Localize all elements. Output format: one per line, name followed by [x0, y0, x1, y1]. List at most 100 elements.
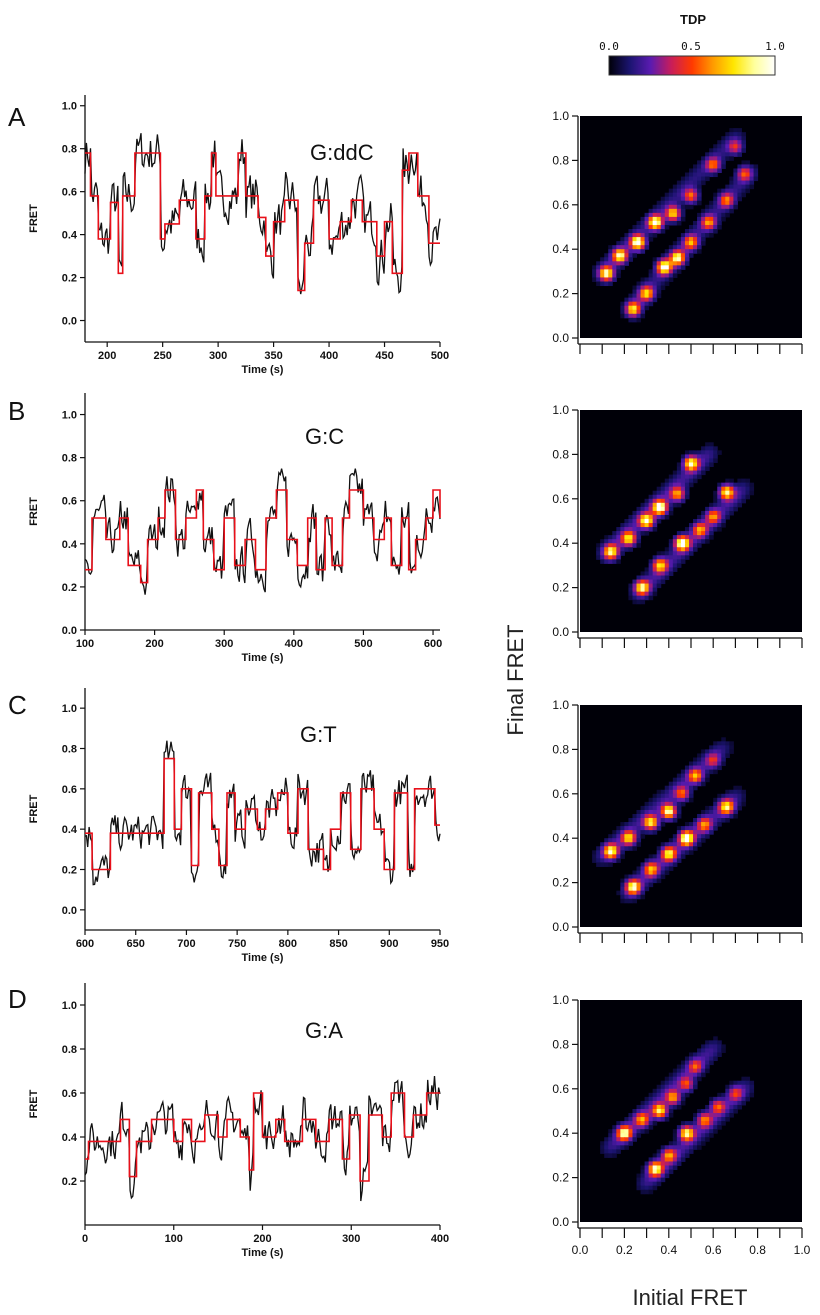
heatmap-cell — [668, 265, 674, 270]
heatmap-cell — [660, 850, 666, 855]
heatmap-cell — [680, 777, 686, 783]
heatmap-cell — [672, 842, 678, 847]
heatmap-cell — [693, 846, 698, 851]
heatmap-cell — [709, 749, 714, 754]
heatmap-cell — [664, 801, 670, 807]
heatmap-cell — [664, 514, 670, 520]
heatmap-cell — [705, 531, 710, 536]
heatmap-cell — [672, 196, 678, 202]
heatmap-cell — [640, 599, 646, 605]
heatmap-cell — [620, 830, 625, 835]
heatmap-cell — [733, 180, 738, 186]
heatmap-cell — [705, 212, 710, 218]
heatmap-cell — [660, 854, 666, 859]
heatmap-cell — [656, 1092, 662, 1098]
heatmap-cell — [640, 870, 646, 876]
heatmap-cell — [664, 494, 670, 500]
heatmap-cell — [612, 543, 617, 548]
heatmap-cell — [693, 188, 698, 194]
heatmap-cell — [709, 212, 714, 218]
heatmap-cell — [612, 846, 617, 851]
heatmap-cell — [725, 486, 730, 492]
heatmap-cell — [684, 539, 690, 544]
heatmap-cell — [600, 543, 605, 548]
heatmap-cell — [737, 180, 742, 186]
heatmap-cell — [648, 289, 654, 295]
heatmap-cell — [644, 281, 650, 287]
heatmap-cell — [644, 518, 650, 524]
heatmap-cell — [688, 172, 694, 178]
heatmap-cell — [705, 1129, 710, 1134]
heatmap-cell — [701, 757, 706, 763]
heatmap-cell — [632, 249, 638, 254]
heatmap-cell — [680, 478, 686, 484]
heatmap-cell — [648, 1125, 654, 1130]
y-axis-title: FRET — [28, 497, 40, 526]
heatmap-cell — [672, 1096, 678, 1102]
heatmap-cell — [636, 809, 642, 815]
heatmap-cell — [656, 1153, 662, 1158]
heatmap-cell — [644, 1108, 650, 1114]
heatmap-cell — [733, 184, 738, 190]
heatmap-cell — [632, 591, 638, 597]
heatmap-cell — [660, 1088, 666, 1094]
heatmap-cell — [697, 1133, 702, 1138]
heatmap-cell — [632, 813, 638, 819]
heatmap-cell — [628, 527, 633, 532]
heatmap-cell — [737, 1080, 742, 1086]
heatmap-cell — [672, 1088, 678, 1094]
heatmap-cell — [701, 826, 706, 831]
fret-trace-panel-c: 600 650 700 750 800 850 900 9500.00.20.40.60.81… — [28, 688, 449, 964]
heatmap-cell — [705, 527, 710, 532]
heatmap-cell — [680, 490, 686, 496]
heatmap-cell — [709, 462, 714, 468]
heatmap-cell — [680, 1133, 686, 1138]
heatmap-cell — [668, 1113, 674, 1118]
heatmap-cell — [652, 1161, 658, 1166]
heatmap-cell — [729, 1092, 734, 1098]
heatmap-cell — [652, 233, 658, 238]
heatmap-cell — [721, 188, 726, 194]
heatmap-cell — [632, 886, 638, 892]
heatmap-cell — [680, 458, 686, 463]
heatmap-cell — [668, 551, 674, 556]
heatmap-cell — [713, 1117, 718, 1122]
heatmap-cell — [636, 527, 642, 532]
heatmap-cell — [660, 196, 666, 202]
heatmap-cell — [608, 269, 613, 274]
heatmap-cell — [729, 156, 734, 161]
heatmap-cell — [640, 579, 646, 585]
heatmap-cell — [656, 583, 662, 589]
heatmap-cell — [709, 458, 714, 463]
heatmap-cell — [640, 523, 646, 528]
heatmap-cell — [644, 514, 650, 520]
heatmap-cell — [640, 1177, 646, 1183]
heatmap-cell — [721, 518, 726, 524]
y-tick-label: 0.2 — [552, 581, 569, 595]
heatmap-cell — [737, 152, 742, 157]
heatmap-cell — [701, 180, 706, 186]
heatmap-cell — [640, 506, 646, 512]
tdp-heatmap-panel-d: 0.00.20.40.60.81.00.0 0.2 0.4 0.6 0.8 1.0 — [552, 993, 810, 1257]
heatmap-cell — [640, 1185, 646, 1191]
heatmap-cell — [701, 1121, 706, 1126]
heatmap-cell — [600, 854, 605, 859]
heatmap-cell — [693, 241, 698, 246]
heatmap-cell — [705, 506, 710, 512]
heatmap-cell — [604, 555, 609, 560]
heatmap-cell — [596, 547, 601, 552]
heatmap-cell — [676, 838, 682, 843]
x-tick-label: 200 — [98, 350, 116, 362]
heatmap-cell — [697, 237, 702, 242]
heatmap-cell — [656, 1108, 662, 1114]
heatmap-cell — [741, 180, 746, 186]
heatmap-cell — [664, 805, 670, 811]
heatmap-cell — [709, 1100, 714, 1106]
heatmap-cell — [656, 789, 662, 795]
heatmap-cell — [628, 301, 633, 307]
heatmap-cell — [644, 571, 650, 576]
heatmap-cell — [628, 830, 633, 835]
heatmap-cell — [701, 454, 706, 459]
heatmap-cell — [688, 1076, 694, 1082]
heatmap-cell — [656, 793, 662, 799]
